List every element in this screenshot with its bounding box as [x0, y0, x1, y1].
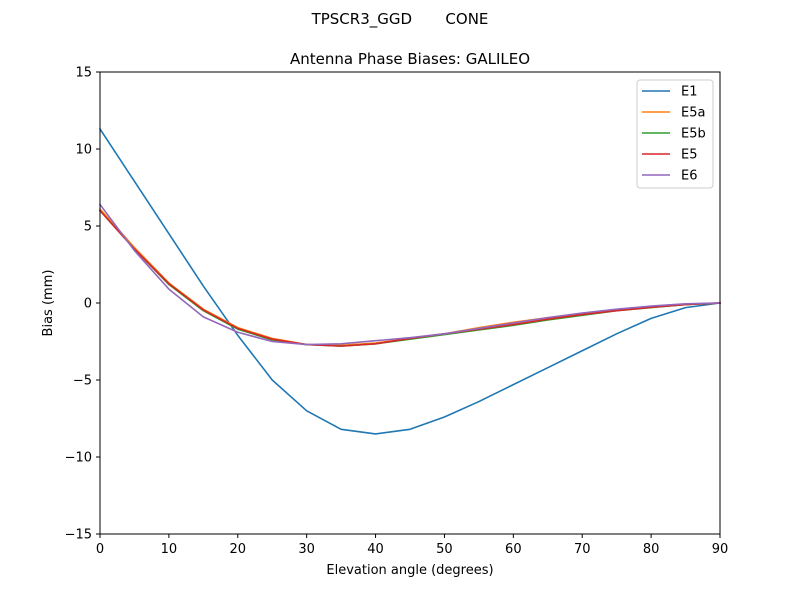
series-line-e5a: [98, 207, 721, 347]
x-tick-label: 70: [574, 542, 591, 557]
x-tick-label: 50: [436, 542, 453, 557]
series-line-e5: [98, 209, 721, 347]
y-tick-label: 5: [84, 220, 92, 235]
series-line-e5b: [98, 209, 721, 347]
legend-entry-e5: E5: [642, 148, 698, 163]
y-tick-label: 0: [84, 297, 92, 312]
legend-box: [636, 79, 714, 189]
x-tick-label: 40: [367, 542, 384, 557]
y-axis: −15 −10 −5 0 5 10 15: [65, 66, 100, 543]
y-tick-label: 15: [75, 66, 92, 81]
y-tick-label: −5: [73, 374, 92, 389]
x-tick-label: 80: [643, 542, 660, 557]
series-line-e1: [98, 127, 721, 435]
y-tick-label: −15: [65, 528, 92, 543]
plot-area: [98, 71, 721, 535]
legend-label: E5: [681, 148, 698, 163]
x-tick-label: 20: [230, 542, 247, 557]
x-tick-label: 0: [96, 542, 104, 557]
legend-label: E1: [681, 85, 698, 100]
x-axis: 0 10 20 30 40 50 60 70 80 90: [96, 534, 728, 557]
legend-entry-e6: E6: [642, 169, 698, 184]
x-tick-label: 10: [161, 542, 178, 557]
legend-label: E5a: [681, 106, 705, 121]
legend-entry-e5a: E5a: [642, 106, 705, 121]
series-line-e6: [98, 203, 721, 346]
y-tick-label: 10: [75, 143, 92, 158]
y-tick-label: −10: [65, 451, 92, 466]
series-layer: [98, 127, 721, 435]
x-axis-label: Elevation angle (degrees): [326, 563, 493, 578]
y-axis-label: Bias (mm): [41, 270, 56, 337]
chart-title: Antenna Phase Biases: GALILEO: [290, 50, 530, 68]
legend-entry-e5b: E5b: [642, 127, 706, 142]
legend-entry-e1: E1: [642, 85, 698, 100]
x-tick-label: 90: [712, 542, 729, 557]
legend: E1 E5a E5b E5 E6: [636, 79, 714, 189]
legend-label: E5b: [681, 127, 706, 142]
x-tick-label: 60: [505, 542, 522, 557]
legend-label: E6: [681, 169, 698, 184]
figure-suptitle: TPSCR3_GGD CONE: [311, 10, 489, 29]
x-tick-label: 30: [298, 542, 315, 557]
